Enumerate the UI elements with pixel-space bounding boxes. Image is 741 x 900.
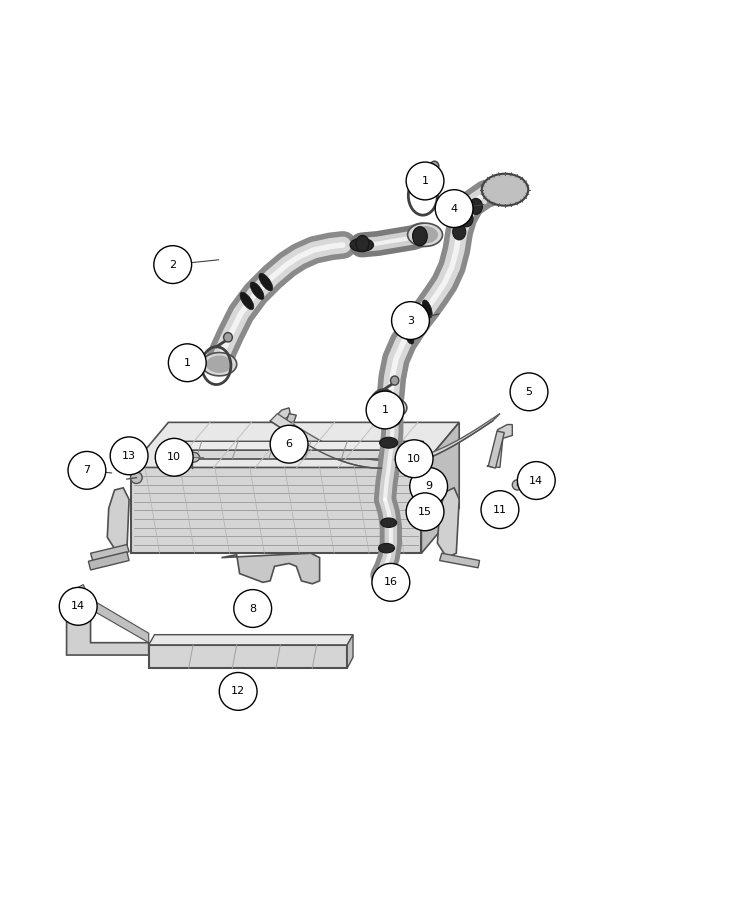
Ellipse shape bbox=[379, 544, 394, 553]
Circle shape bbox=[270, 426, 308, 464]
Polygon shape bbox=[348, 634, 353, 668]
Ellipse shape bbox=[422, 300, 432, 318]
Ellipse shape bbox=[240, 292, 253, 310]
Polygon shape bbox=[130, 422, 459, 467]
Ellipse shape bbox=[488, 179, 522, 200]
Circle shape bbox=[154, 246, 192, 284]
Polygon shape bbox=[488, 431, 505, 468]
Polygon shape bbox=[149, 645, 348, 668]
Text: 11: 11 bbox=[493, 505, 507, 515]
Ellipse shape bbox=[259, 274, 273, 291]
Text: 15: 15 bbox=[418, 507, 432, 517]
Circle shape bbox=[510, 373, 548, 410]
Ellipse shape bbox=[412, 226, 438, 244]
Ellipse shape bbox=[350, 238, 373, 251]
Polygon shape bbox=[88, 552, 129, 570]
Ellipse shape bbox=[453, 224, 466, 240]
Text: 12: 12 bbox=[231, 687, 245, 697]
Circle shape bbox=[406, 493, 444, 531]
Ellipse shape bbox=[391, 376, 399, 385]
Ellipse shape bbox=[416, 309, 426, 327]
Ellipse shape bbox=[381, 518, 396, 527]
Polygon shape bbox=[67, 589, 149, 643]
Circle shape bbox=[372, 563, 410, 601]
Ellipse shape bbox=[372, 397, 407, 418]
Ellipse shape bbox=[469, 198, 482, 214]
Circle shape bbox=[395, 440, 433, 478]
Ellipse shape bbox=[430, 161, 439, 171]
Text: 1: 1 bbox=[382, 405, 388, 415]
Polygon shape bbox=[90, 544, 129, 561]
Circle shape bbox=[130, 472, 142, 483]
Text: 9: 9 bbox=[425, 482, 432, 491]
Text: 7: 7 bbox=[84, 465, 90, 475]
Polygon shape bbox=[270, 414, 296, 468]
Text: 3: 3 bbox=[407, 316, 414, 326]
Ellipse shape bbox=[379, 437, 398, 448]
Ellipse shape bbox=[404, 326, 414, 344]
Text: 5: 5 bbox=[525, 387, 533, 397]
Ellipse shape bbox=[483, 176, 527, 203]
Ellipse shape bbox=[250, 282, 264, 300]
Polygon shape bbox=[107, 488, 129, 554]
Circle shape bbox=[391, 302, 429, 339]
Circle shape bbox=[410, 467, 448, 505]
Circle shape bbox=[68, 452, 106, 490]
Text: 6: 6 bbox=[285, 439, 293, 449]
Ellipse shape bbox=[408, 223, 442, 247]
Text: 1: 1 bbox=[184, 357, 190, 368]
Text: 8: 8 bbox=[249, 604, 256, 614]
Circle shape bbox=[512, 480, 522, 490]
Circle shape bbox=[406, 162, 444, 200]
Polygon shape bbox=[439, 554, 479, 568]
Ellipse shape bbox=[224, 333, 233, 342]
Polygon shape bbox=[222, 554, 319, 584]
Ellipse shape bbox=[185, 452, 199, 463]
Circle shape bbox=[156, 438, 193, 476]
Ellipse shape bbox=[413, 227, 428, 246]
Polygon shape bbox=[69, 584, 85, 596]
Circle shape bbox=[517, 462, 555, 500]
Ellipse shape bbox=[460, 211, 473, 227]
Ellipse shape bbox=[482, 174, 528, 206]
Polygon shape bbox=[437, 488, 459, 558]
Ellipse shape bbox=[382, 416, 400, 427]
Text: 10: 10 bbox=[407, 454, 421, 464]
Polygon shape bbox=[422, 422, 459, 554]
Ellipse shape bbox=[398, 454, 413, 464]
Text: 4: 4 bbox=[451, 203, 458, 213]
Ellipse shape bbox=[206, 356, 233, 373]
Ellipse shape bbox=[356, 236, 369, 251]
Text: 14: 14 bbox=[529, 475, 543, 485]
Circle shape bbox=[234, 590, 272, 627]
Text: 16: 16 bbox=[384, 577, 398, 588]
Circle shape bbox=[366, 392, 404, 429]
Polygon shape bbox=[159, 441, 424, 450]
Text: 1: 1 bbox=[422, 176, 428, 186]
Polygon shape bbox=[263, 408, 290, 466]
Circle shape bbox=[481, 491, 519, 528]
Text: 2: 2 bbox=[169, 259, 176, 270]
Ellipse shape bbox=[376, 400, 402, 416]
Circle shape bbox=[219, 672, 257, 710]
Text: 14: 14 bbox=[71, 601, 85, 611]
Text: 13: 13 bbox=[122, 451, 136, 461]
Bar bbox=[130, 467, 422, 554]
Polygon shape bbox=[416, 473, 437, 488]
Polygon shape bbox=[487, 425, 512, 467]
Circle shape bbox=[110, 436, 148, 474]
Polygon shape bbox=[149, 634, 353, 645]
Ellipse shape bbox=[202, 353, 236, 376]
Circle shape bbox=[435, 190, 473, 228]
Polygon shape bbox=[67, 590, 149, 655]
Polygon shape bbox=[159, 450, 418, 459]
Text: 10: 10 bbox=[167, 453, 182, 463]
Circle shape bbox=[168, 344, 206, 382]
Circle shape bbox=[59, 588, 97, 626]
Polygon shape bbox=[270, 414, 500, 468]
Ellipse shape bbox=[411, 318, 421, 336]
